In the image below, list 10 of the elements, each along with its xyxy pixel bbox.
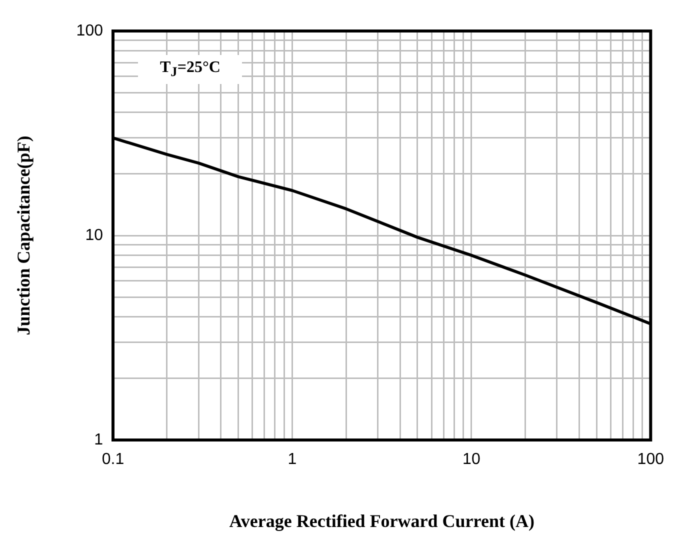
x-tick-label: 1 bbox=[288, 451, 297, 468]
x-tick-label: 100 bbox=[637, 451, 664, 468]
y-tick-label: 1 bbox=[94, 431, 104, 448]
y-axis-title: Junction Capacitance(pF) bbox=[13, 136, 34, 336]
x-tick-label: 10 bbox=[462, 451, 480, 468]
annotation: T$_{J}$=25°C bbox=[138, 55, 242, 84]
y-tick-label: 100 bbox=[76, 22, 104, 40]
x-axis-title: Average Rectified Forward Current (A) bbox=[229, 510, 534, 531]
y-tick-label: 10 bbox=[85, 226, 104, 244]
x-tick-label: 0.1 bbox=[102, 451, 124, 468]
